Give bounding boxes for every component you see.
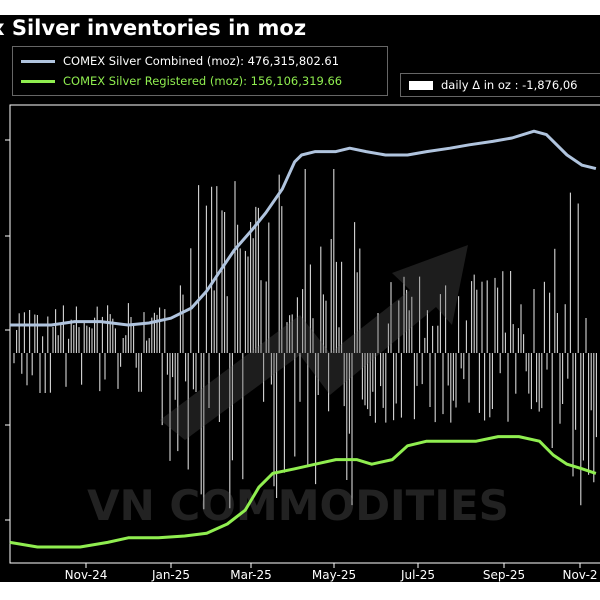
- legend-entry-combined: COMEX Silver Combined (moz): 476,315,802…: [21, 52, 339, 70]
- chart-frame: VN COMMODITIES Nov-24 Jan-25 Mar-25 May-25 J…: [0, 15, 600, 582]
- legend-label-daily-delta: daily Δ in oz : -1,876,06: [441, 78, 578, 92]
- x-axis-ticks: Nov-24 Jan-25 Mar-25 May-25 Jul-25 Sep-25 Nov-…: [65, 563, 598, 582]
- legend-swatch-combined: [21, 59, 55, 63]
- daily-delta-bars: [13, 169, 597, 510]
- x-tick-label-1: Jan-25: [151, 568, 190, 582]
- legend-swatch-daily-delta: [409, 80, 433, 90]
- watermark-text: VN COMMODITIES: [87, 481, 509, 530]
- x-tick-label-0: Nov-24: [65, 568, 108, 582]
- legend-entry-daily-delta: daily Δ in oz : -1,876,06: [409, 76, 577, 94]
- x-tick-label-6: Nov-2: [562, 568, 597, 582]
- series-line-1: [9, 435, 597, 549]
- chart-plot: VN COMMODITIES Nov-24 Jan-25 Mar-25 May-25 J…: [5, 104, 600, 582]
- plot-border: [9, 104, 600, 564]
- bar-legend: daily Δ in oz : -1,876,06: [400, 73, 600, 97]
- legend-label-registered: COMEX Silver Registered (moz): 156,106,3…: [63, 74, 343, 88]
- series-line-0: [10, 129, 597, 327]
- watermark-logo: [160, 245, 468, 440]
- plot-axes: [5, 104, 600, 564]
- x-tick-label-4: Jul-25: [400, 568, 435, 582]
- chart-title: x Silver inventories in moz: [0, 16, 307, 40]
- x-tick-label-5: Sep-25: [483, 568, 525, 582]
- legend-label-combined: COMEX Silver Combined (moz): 476,315,802…: [63, 54, 340, 68]
- watermark: VN COMMODITIES: [87, 245, 509, 530]
- legend-swatch-registered: [21, 79, 55, 83]
- line-legend: COMEX Silver Combined (moz): 476,315,802…: [12, 46, 388, 96]
- legend-entry-registered: COMEX Silver Registered (moz): 156,106,3…: [21, 72, 342, 90]
- x-tick-label-3: May-25: [312, 568, 356, 582]
- series-lines: [9, 129, 597, 549]
- x-tick-label-2: Mar-25: [230, 568, 271, 582]
